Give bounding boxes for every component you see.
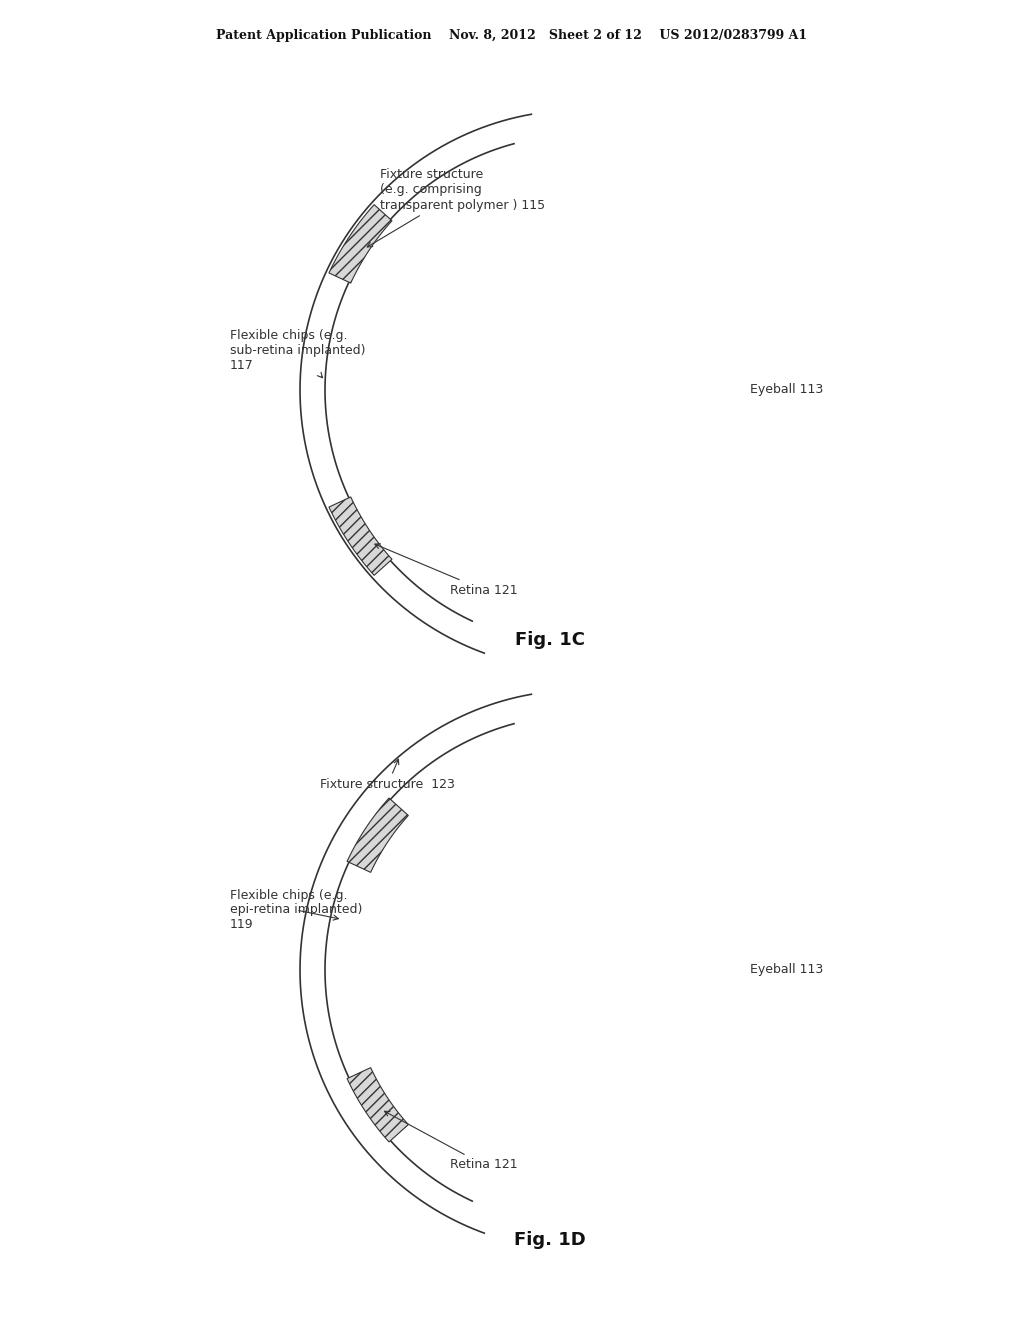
Polygon shape bbox=[347, 1068, 409, 1142]
Polygon shape bbox=[329, 496, 392, 576]
Text: Eyeball 113: Eyeball 113 bbox=[750, 964, 823, 977]
Text: Retina 121: Retina 121 bbox=[384, 1111, 517, 1172]
Text: Eyeball 113: Eyeball 113 bbox=[750, 384, 823, 396]
Text: Flexible chips (e.g.
epi-retina implanted)
119: Flexible chips (e.g. epi-retina implante… bbox=[230, 888, 362, 932]
Text: Flexible chips (e.g.
sub-retina implanted)
117: Flexible chips (e.g. sub-retina implante… bbox=[230, 329, 366, 378]
Polygon shape bbox=[329, 205, 392, 282]
Text: Fig. 1C: Fig. 1C bbox=[515, 631, 585, 649]
Text: Fig. 1D: Fig. 1D bbox=[514, 1232, 586, 1249]
Text: Retina 121: Retina 121 bbox=[375, 544, 517, 597]
Text: Fixture structure
(e.g. comprising
transparent polymer ) 115: Fixture structure (e.g. comprising trans… bbox=[368, 169, 545, 247]
Polygon shape bbox=[347, 799, 409, 873]
Text: Fixture structure  123: Fixture structure 123 bbox=[319, 759, 455, 792]
Text: Patent Application Publication    Nov. 8, 2012   Sheet 2 of 12    US 2012/028379: Patent Application Publication Nov. 8, 2… bbox=[216, 29, 808, 41]
